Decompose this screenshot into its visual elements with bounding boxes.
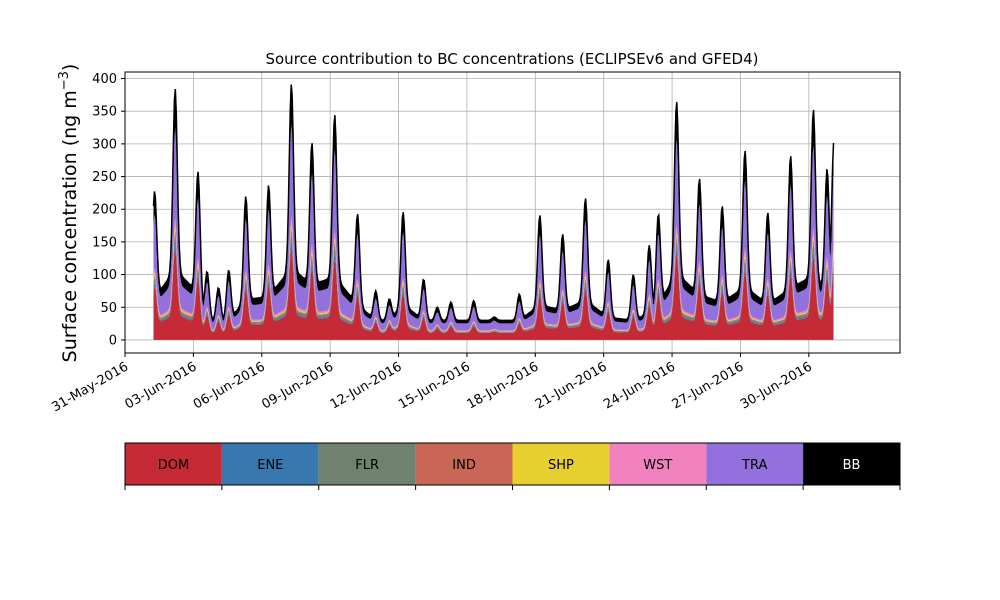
x-tick-label: 03-Jun-2016 <box>123 359 200 412</box>
x-tick-label: 12-Jun-2016 <box>328 359 405 412</box>
y-axis-label-text: Surface concentration (ng m <box>59 90 81 362</box>
chart-title: Source contribution to BC concentrations… <box>265 50 758 68</box>
x-tick-label: 24-Jun-2016 <box>601 359 678 412</box>
y-tick-label: 350 <box>92 105 117 120</box>
y-tick-label: 50 <box>100 301 117 316</box>
legend-swatch-wst <box>609 443 707 485</box>
y-tick-label: 150 <box>92 235 117 250</box>
y-axis-label-close: ) <box>59 64 81 71</box>
x-tick-label: 21-Jun-2016 <box>533 359 610 412</box>
svg-text:Surface concentration (ng m−3): Surface concentration (ng m−3) <box>57 64 81 363</box>
y-tick-label: 0 <box>109 333 117 348</box>
x-tick-label: 09-Jun-2016 <box>259 359 336 412</box>
area-series-tra <box>153 124 834 331</box>
legend-swatch-tra <box>706 443 804 485</box>
x-tick-label: 27-Jun-2016 <box>670 359 747 412</box>
x-tick-label: 15-Jun-2016 <box>396 359 473 412</box>
legend-label-ene: ENE <box>257 458 283 473</box>
legend-swatch-dom <box>125 443 222 485</box>
legend-label-tra: TRA <box>741 458 767 473</box>
legend-swatch-ene <box>221 443 319 485</box>
legend-label-flr: FLR <box>355 458 379 473</box>
y-tick-label: 200 <box>92 203 117 218</box>
x-tick-label: 18-Jun-2016 <box>464 359 541 412</box>
y-tick-label: 400 <box>92 72 117 87</box>
legend-swatch-bb <box>803 443 900 485</box>
y-tick-label: 100 <box>92 268 117 283</box>
area-series-dom <box>153 247 834 340</box>
y-axis-label: Surface concentration (ng m−3) <box>57 64 81 363</box>
x-tick-label: 30-Jun-2016 <box>738 359 815 412</box>
stacked-area-layer <box>152 84 835 340</box>
area-series-bb <box>153 84 834 324</box>
legend-swatch-shp <box>512 443 610 485</box>
legend-label-dom: DOM <box>158 458 189 473</box>
x-tick-label: 06-Jun-2016 <box>191 359 268 412</box>
y-tick-label: 300 <box>92 137 117 152</box>
total-outline <box>152 84 835 322</box>
legend-swatch-ind <box>415 443 513 485</box>
y-axis-label-superscript: −3 <box>57 71 72 90</box>
legend-label-bb: BB <box>843 458 861 473</box>
legend-label-ind: IND <box>452 458 476 473</box>
x-tick-label: 31-May-2016 <box>49 359 131 415</box>
legend-label-wst: WST <box>643 458 672 473</box>
plot-frame <box>124 71 901 354</box>
legend-label-shp: SHP <box>548 458 574 473</box>
legend-swatch-flr <box>318 443 416 485</box>
legend-colorbar: DOM ENE FLR IND SHP WST TRA BB <box>124 442 901 490</box>
y-tick-label: 250 <box>92 170 117 185</box>
